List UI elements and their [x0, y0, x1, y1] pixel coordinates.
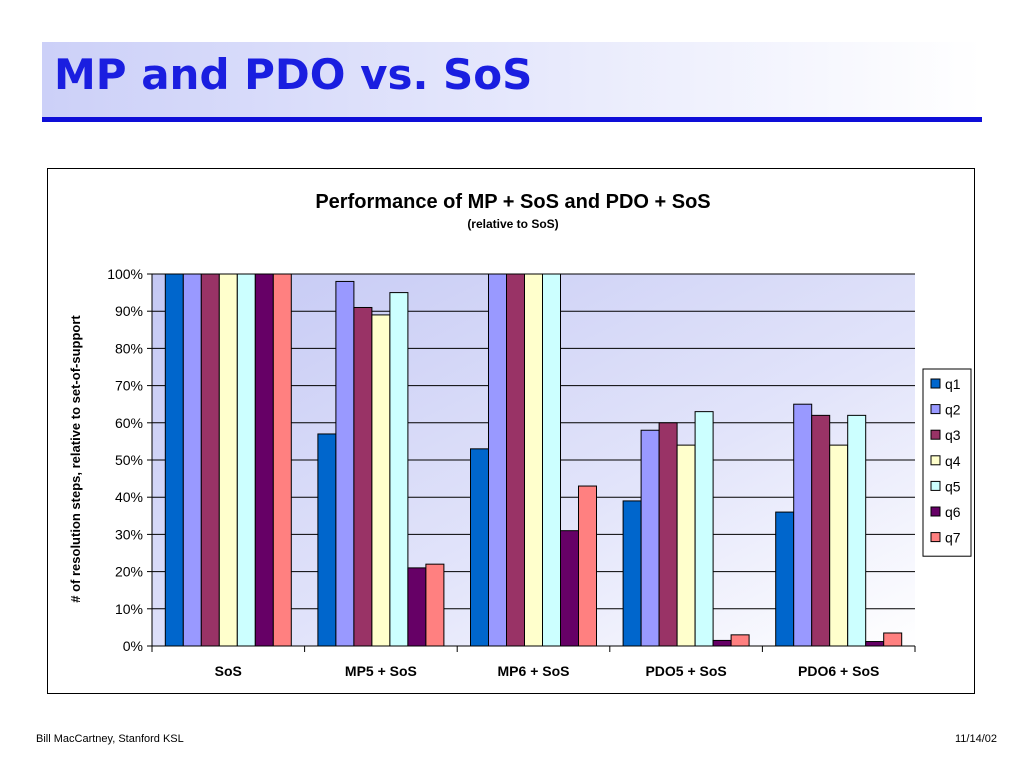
bar-q7-1	[425, 563, 445, 647]
slide-title: MP and PDO vs. SoS	[54, 50, 533, 99]
y-tick-label: 90%	[115, 303, 143, 319]
x-tick-label: PDO5 + SoS	[645, 663, 726, 679]
bar-q7-4	[883, 632, 903, 647]
bar-q3-2	[506, 273, 525, 647]
legend-label-q3: q3	[945, 427, 961, 443]
bar-q6-0	[254, 273, 274, 647]
y-tick-label: 40%	[115, 489, 143, 505]
bar-q5-0	[236, 273, 256, 647]
y-tick-label: 20%	[115, 564, 143, 580]
y-tick-label: 60%	[115, 415, 143, 431]
y-tick-label: 30%	[115, 526, 143, 542]
x-tick-label: SoS	[215, 663, 242, 679]
legend-swatch-q5	[930, 480, 941, 491]
bar-q7-2	[578, 485, 597, 647]
footer-author: Bill MacCartney, Stanford KSL	[36, 733, 184, 745]
y-tick-label: 0%	[123, 638, 143, 654]
y-tick-label: 70%	[115, 378, 143, 394]
bar-q6-1	[407, 567, 427, 647]
bar-q1-2	[470, 448, 489, 647]
y-tick-label: 100%	[107, 266, 143, 282]
chart-frame: Performance of MP + SoS and PDO + SoS (r…	[47, 168, 975, 694]
y-axis-label: # of resolution steps, relative to set-o…	[68, 315, 83, 603]
bar-q4-4	[829, 444, 849, 647]
bar-q3-3	[658, 422, 678, 647]
bar-q4-1	[371, 314, 391, 647]
bar-q5-4	[847, 414, 867, 647]
y-tick-label: 80%	[115, 340, 143, 356]
title-band	[42, 42, 982, 117]
bar-q1-3	[622, 500, 642, 647]
bar-q5-1	[389, 292, 409, 647]
legend-label-q1: q1	[945, 376, 961, 392]
legend-label-q2: q2	[945, 402, 961, 418]
bar-q3-4	[811, 414, 831, 647]
bar-q2-2	[488, 273, 507, 647]
bar-q1-1	[317, 433, 337, 647]
y-tick-label: 50%	[115, 452, 143, 468]
bar-q2-3	[640, 429, 660, 647]
legend-swatch-q3	[930, 429, 941, 440]
x-tick-label: MP5 + SoS	[345, 663, 417, 679]
legend-swatch-q7	[930, 532, 941, 543]
bar-q6-2	[560, 530, 579, 647]
bar-q5-3	[694, 411, 714, 647]
bar-q2-0	[182, 273, 202, 647]
bar-q5-2	[542, 273, 561, 647]
legend-label-q6: q6	[945, 504, 961, 520]
title-rule	[42, 117, 982, 122]
legend-swatch-q2	[930, 404, 941, 415]
chart-title: Performance of MP + SoS and PDO + SoS	[315, 191, 710, 213]
bar-q6-4	[865, 641, 885, 647]
legend-label-q7: q7	[945, 530, 961, 546]
bar-q6-3	[712, 639, 732, 647]
bar-q2-4	[793, 403, 813, 647]
legend-swatch-q1	[930, 378, 941, 389]
bar-q2-1	[335, 280, 355, 647]
legend-label-q5: q5	[945, 478, 961, 494]
chart-subtitle: (relative to SoS)	[467, 217, 558, 231]
legend-swatch-q4	[930, 455, 941, 466]
bar-q3-1	[353, 306, 373, 647]
x-tick-label: PDO6 + SoS	[798, 663, 879, 679]
bar-q7-3	[730, 634, 750, 647]
y-tick-label: 10%	[115, 601, 143, 617]
bar-q4-3	[676, 444, 696, 647]
x-tick-label: MP6 + SoS	[498, 663, 570, 679]
bar-q4-2	[524, 273, 543, 647]
legend-label-q4: q4	[945, 453, 961, 469]
bar-q7-0	[272, 273, 292, 647]
footer-date: 11/14/02	[954, 733, 997, 745]
bar-q1-4	[775, 511, 795, 647]
bar-q3-0	[200, 273, 220, 647]
bar-q4-0	[218, 273, 238, 647]
legend-swatch-q6	[930, 506, 941, 517]
bar-q1-0	[164, 273, 184, 647]
bar-chart: Performance of MP + SoS and PDO + SoS (r…	[68, 191, 972, 679]
